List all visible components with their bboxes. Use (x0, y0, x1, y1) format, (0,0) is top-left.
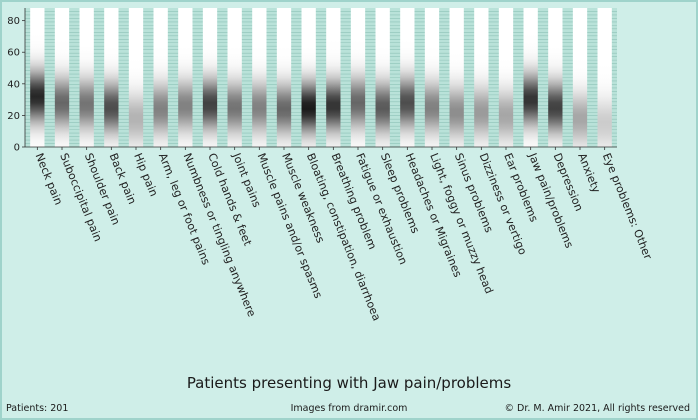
heatmap-column (276, 8, 292, 147)
heatmap-column (227, 8, 242, 147)
heatmap-column (572, 8, 588, 147)
chart-title: Patients presenting with Jaw pain/proble… (186, 374, 512, 392)
y-tick-label: 60 (7, 48, 20, 59)
heatmap-column (597, 8, 612, 147)
y-tick-label: 80 (7, 16, 20, 27)
heatmap-column (178, 8, 193, 147)
heatmap-column (326, 8, 341, 147)
heatmap-column (252, 8, 267, 147)
image-credit: Images from dramir.com (290, 403, 408, 414)
heatmap-column (128, 8, 144, 147)
copyright-notice: © Dr. M. Amir 2021, All rights reserved (504, 403, 690, 414)
patient-count: Patients: 201 (6, 403, 69, 414)
x-tick-label: Eye problems: Other (600, 151, 655, 261)
x-tick-label: Anxiety (575, 151, 603, 195)
y-tick-label: 20 (7, 111, 20, 122)
grid-lines (25, 11, 617, 148)
y-tick-label: 0 (14, 143, 20, 154)
heatmap-column (449, 8, 464, 147)
heatmap-column (498, 8, 514, 147)
heatmap-column (474, 8, 489, 147)
heatmap-column (400, 8, 415, 147)
heatmap-column (350, 8, 366, 147)
heatmap-column (424, 8, 440, 147)
heatmap-column (523, 8, 538, 147)
heatmap-column (375, 8, 390, 147)
y-tick-label: 40 (7, 79, 20, 90)
heatmap-column (548, 8, 563, 147)
heatmap-column (104, 8, 119, 147)
heatmap-column (202, 8, 218, 147)
heatmap-column (54, 8, 70, 147)
heatmap-column (301, 8, 316, 147)
heatmap-column (30, 8, 45, 147)
heatmap-column (79, 8, 94, 147)
heatmap-column (153, 8, 168, 147)
